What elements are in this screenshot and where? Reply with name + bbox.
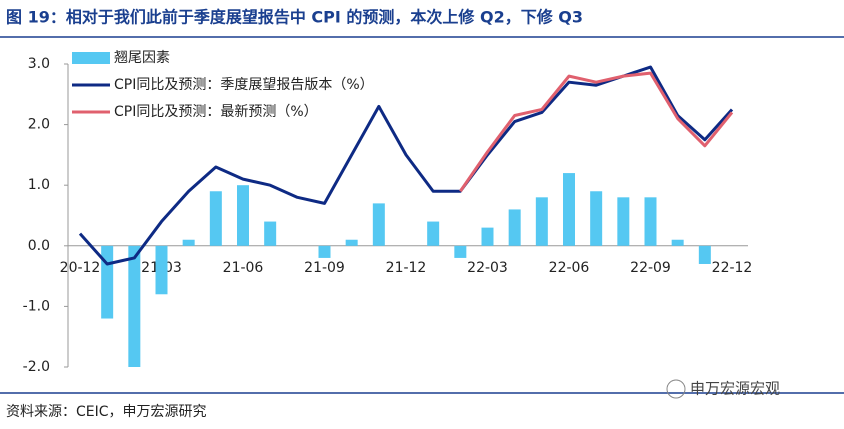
y-tick-label: 0.0 — [28, 238, 50, 254]
bar — [318, 245, 331, 258]
bar — [182, 239, 195, 246]
bar — [345, 239, 358, 246]
x-tick-label: 22-12 — [712, 260, 753, 276]
watermark: 申万宏源宏观 — [690, 380, 780, 398]
y-tick-label: -1.0 — [23, 298, 50, 314]
bar — [590, 191, 603, 246]
bar — [617, 197, 630, 246]
x-tick-label: 22-06 — [549, 260, 590, 276]
bar — [209, 191, 222, 246]
chart-title: 图 19：相对于我们此前于季度展望报告中 CPI 的预测，本次上修 Q2，下修 … — [6, 8, 583, 27]
bar — [155, 245, 168, 295]
legend-swatch — [72, 52, 110, 64]
y-tick-label: 3.0 — [28, 56, 50, 72]
bar — [698, 245, 711, 264]
bar — [372, 203, 385, 246]
x-tick-label: 20-12 — [60, 260, 101, 276]
line — [459, 71, 734, 193]
bar — [237, 185, 249, 246]
y-tick-label: 1.0 — [28, 177, 50, 193]
bar — [128, 245, 141, 367]
bar — [535, 197, 548, 246]
x-tick-label: 21-12 — [386, 260, 427, 276]
x-tick-label: 22-09 — [630, 260, 671, 276]
y-tick-label: 2.0 — [28, 117, 50, 133]
line — [78, 65, 734, 266]
legend-label: CPI同比及预测：季度展望报告版本（%） — [114, 77, 374, 93]
legend-label: CPI同比及预测：最新预测（%） — [114, 104, 318, 120]
watermark-icon — [666, 379, 686, 399]
bar — [101, 245, 114, 319]
bar — [264, 221, 277, 246]
bar — [508, 209, 521, 246]
bar — [671, 239, 684, 246]
bar — [481, 227, 494, 246]
bar — [563, 173, 575, 246]
source: 资料来源：CEIC，申万宏源研究 — [6, 404, 207, 420]
legend-label: 翘尾因素 — [114, 50, 170, 66]
bar — [644, 197, 657, 246]
bar — [427, 221, 440, 246]
x-tick-label: 22-03 — [467, 260, 508, 276]
x-tick-label: 21-06 — [223, 260, 264, 276]
x-tick-label: 21-09 — [304, 260, 345, 276]
bar — [454, 245, 467, 258]
y-tick-label: -2.0 — [23, 359, 50, 375]
